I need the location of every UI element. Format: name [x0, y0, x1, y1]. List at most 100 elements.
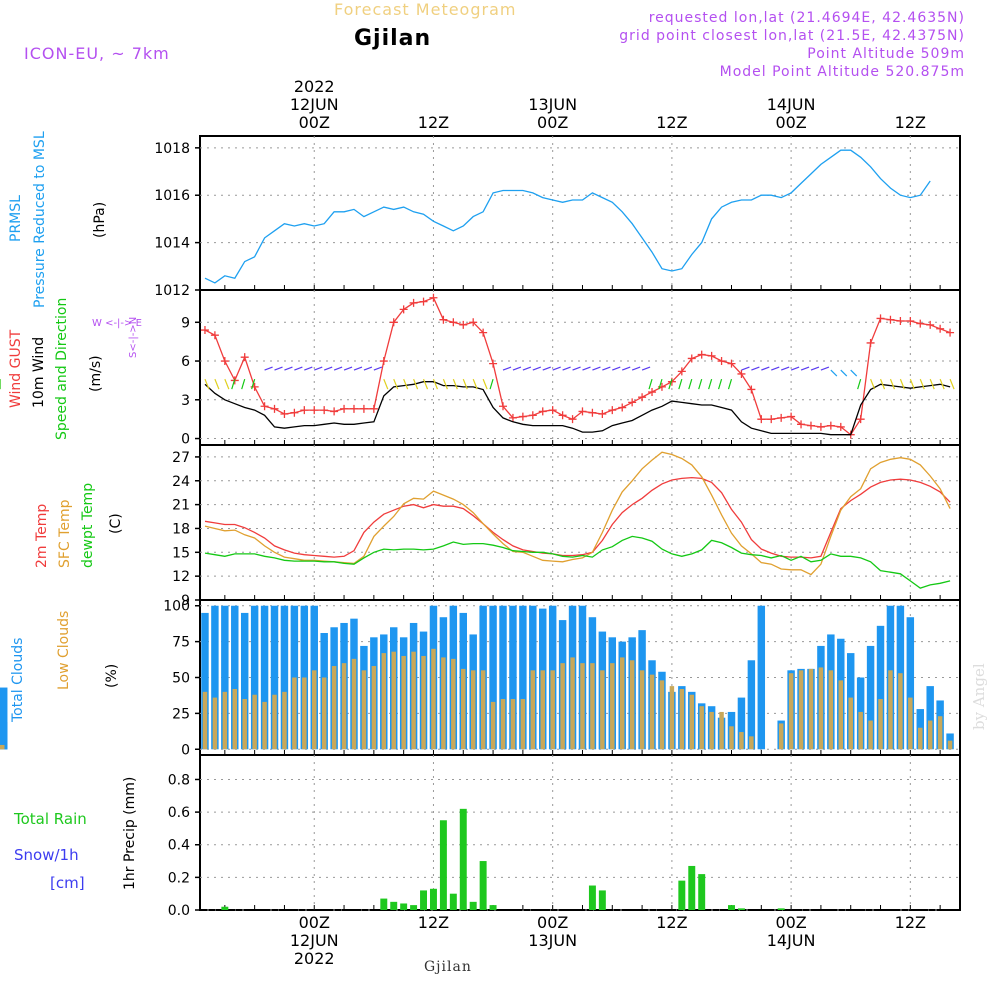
- low-cloud-bar: [610, 663, 615, 750]
- y-tick-label: 50: [172, 671, 190, 687]
- low-cloud-bar: [530, 670, 536, 750]
- wind-arrow: [889, 378, 896, 390]
- gust-marker: [608, 406, 617, 415]
- total-cloud-bar: [866, 645, 875, 750]
- y-tick-label: 18: [172, 521, 190, 537]
- wind-arrow: [678, 378, 683, 390]
- wind-arrow: [383, 378, 389, 390]
- gust-marker: [876, 314, 885, 323]
- gust-marker: [528, 411, 537, 420]
- prmsl-label: PRMSL: [8, 195, 24, 242]
- gust-marker: [618, 403, 627, 412]
- low-cloud-bar: [669, 686, 675, 750]
- series-line-10m-wind: [204, 381, 951, 436]
- low-cloud-bar: [302, 677, 307, 750]
- total-cloud-bar: [201, 612, 209, 750]
- wind-arrow: [403, 378, 409, 390]
- gust-marker: [628, 398, 637, 407]
- gust-marker: [757, 415, 766, 424]
- y-tick-label: 0.2: [168, 870, 190, 886]
- gust-marker: [349, 404, 358, 413]
- rain-bar: [410, 905, 418, 910]
- gust-marker: [916, 319, 925, 328]
- low-cloud-bar: [252, 694, 257, 750]
- wind-arrow: [422, 378, 429, 390]
- pct-label: (%): [104, 663, 120, 688]
- gust-marker: [280, 410, 289, 418]
- gust-marker: [508, 413, 517, 422]
- c-label: (C): [108, 513, 124, 534]
- low-cloud-bar: [788, 673, 794, 750]
- wind-arrow: [572, 366, 581, 371]
- low-cloud-bar: [798, 670, 804, 750]
- rain-bar: [489, 905, 497, 910]
- wind-arrow: [727, 378, 733, 390]
- gust-marker: [548, 406, 557, 415]
- low-cloud-bar: [490, 701, 496, 750]
- total-cloud-bar: [926, 686, 934, 750]
- low-cloud-bar: [292, 677, 297, 750]
- rain-bar: [698, 874, 706, 910]
- y-tick-label: 21: [172, 498, 190, 514]
- gust-marker: [886, 315, 895, 324]
- low-cloud-bar: [232, 688, 238, 750]
- gust-marker: [806, 421, 815, 430]
- total-cloud-bar: [260, 605, 269, 750]
- wind-arrow: [800, 366, 810, 371]
- cm-label: [cm]: [50, 874, 85, 892]
- wind-arrow: [612, 366, 621, 371]
- rain-bar: [588, 885, 596, 910]
- low-cloud-bar: [868, 720, 873, 750]
- speeddir-label: Speed and Direction: [54, 297, 70, 440]
- low-cloud-bar: [401, 655, 406, 750]
- wind-arrow: [552, 366, 561, 371]
- low-cloud-bar: [560, 663, 565, 750]
- gust-marker: [737, 369, 746, 378]
- wind-arrow: [879, 378, 886, 390]
- low-cloud-bar: [391, 651, 396, 750]
- gust-marker: [707, 351, 716, 360]
- total-cloud-bar: [0, 687, 8, 750]
- rain-bar: [479, 861, 487, 910]
- total-cloud-bar: [240, 612, 249, 750]
- y-tick-label: 100: [163, 599, 190, 615]
- low-cloud-bar: [699, 706, 704, 750]
- gust-marker: [836, 422, 845, 431]
- low-cloud-bar: [500, 699, 506, 750]
- total-cloud-bar: [231, 605, 239, 750]
- low-cloud-bar: [619, 657, 625, 750]
- y-tick-label: 25: [172, 706, 190, 722]
- gust-marker: [419, 297, 428, 306]
- wind-arrow: [413, 378, 419, 390]
- top-time-label: 12Z: [418, 113, 449, 132]
- top-time-label: 13JUN: [528, 95, 577, 114]
- low-cloud-bar: [262, 701, 267, 750]
- point-altitude: Point Altitude 509m: [807, 46, 965, 62]
- gust-marker: [340, 404, 349, 413]
- credit-label: by Angel: [970, 663, 988, 730]
- low-cloud-bar: [908, 697, 913, 750]
- low-cloud-bar: [580, 663, 585, 750]
- precip-label: 1hr Precip (mm): [122, 776, 138, 890]
- wind-arrow: [857, 378, 862, 390]
- wind-arrow: [631, 366, 641, 371]
- low-cloud-bar: [749, 736, 754, 750]
- y-tick-label: 0.4: [168, 838, 190, 854]
- total-rain-label: Total Rain: [14, 810, 87, 828]
- gust-marker: [926, 320, 935, 329]
- gust-label: Wind GUST: [8, 329, 24, 408]
- rain-bar: [390, 901, 398, 910]
- gust-marker: [697, 350, 706, 359]
- gust-marker: [330, 407, 339, 416]
- wind-arrow: [582, 366, 591, 371]
- wind-arrow: [919, 378, 925, 390]
- bottom-time-label: 2022: [294, 949, 335, 968]
- rain-bar: [400, 903, 408, 910]
- wind-arrow: [870, 378, 876, 390]
- low-cloud-bar: [918, 727, 923, 750]
- wind-arrow: [761, 366, 770, 371]
- y-tick-label: 15: [172, 545, 190, 561]
- gust-marker: [946, 328, 955, 337]
- wind-arrow: [850, 369, 858, 377]
- total-cloud-bar: [747, 660, 756, 750]
